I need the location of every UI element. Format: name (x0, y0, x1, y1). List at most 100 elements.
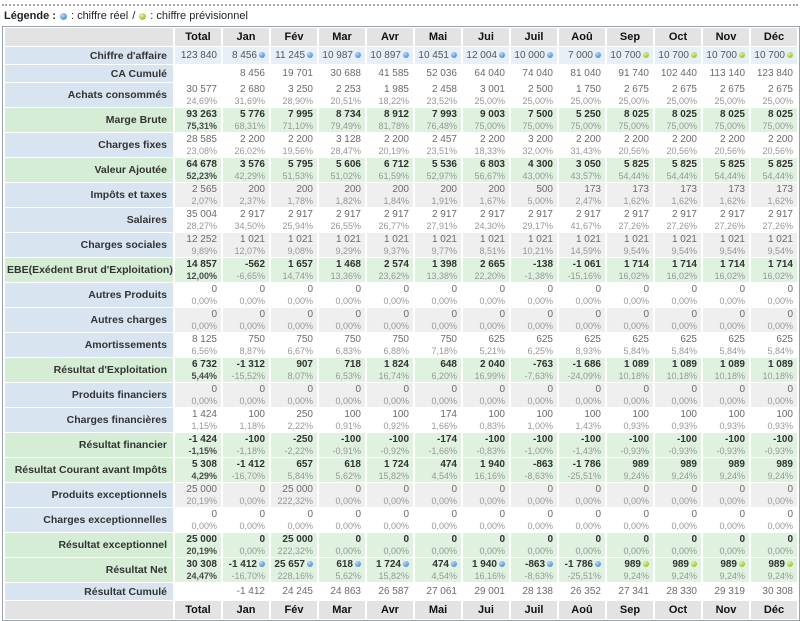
table-cell: 2 200 31,43% (559, 133, 605, 157)
cell-percent: 0,00% (479, 521, 505, 531)
cell-value: 1 021 (767, 234, 793, 245)
cell-percent: 0,00% (623, 521, 649, 531)
table-cell: 0 0,00% (703, 308, 749, 332)
cell-value: 123 840 (756, 67, 793, 79)
table-row: Résultat Net 30 308 24,47% -1 412 -16,70% 25 … (5, 558, 797, 582)
cell-percent: 0,00% (431, 396, 457, 406)
table-cell: 11 245 (271, 47, 317, 64)
cell-value: 100 (488, 409, 505, 420)
table-cell: 28 138 (511, 583, 557, 600)
table-cell: 1 940 16,16% (463, 458, 509, 482)
cell-value: 28 138 (522, 585, 553, 597)
table-cell: 74 040 (511, 65, 557, 82)
cell-value: 0 (547, 534, 553, 545)
cell-value: 10 700 (607, 50, 649, 62)
table-cell: 0 0,00% (655, 383, 701, 407)
cell-value: 250 (296, 409, 313, 420)
real-figure-dot-icon (259, 51, 265, 58)
cell-percent: 12,07% (234, 246, 265, 256)
cell-value: 7 995 (287, 109, 313, 120)
table-cell: 2 917 29,17% (511, 208, 557, 232)
table-cell: 2 917 27,26% (655, 208, 701, 232)
table-cell: 625 5,84% (703, 333, 749, 357)
table-cell: -100 -0,93% (655, 433, 701, 457)
cell-value: 1 021 (431, 234, 457, 245)
cell-value: 30 308 (762, 585, 793, 597)
cell-value: 0 (403, 534, 409, 545)
cell-value: 0 (787, 484, 793, 495)
table-cell: 0 0,00% (607, 383, 653, 407)
real-figure-dot-icon (355, 561, 361, 568)
cell-value: 11 245 (271, 50, 313, 62)
cell-value: 0 (739, 284, 745, 295)
cell-value: 7 000 (559, 50, 601, 62)
table-cell: 1 657 14,74% (271, 258, 317, 282)
cell-percent: 2,47% (575, 196, 601, 206)
table-cell: 1 724 15,82% (367, 558, 413, 582)
cell-value: 1 985 (383, 84, 409, 95)
cell-percent: 9,24% (623, 571, 649, 581)
cell-percent: 0,00% (719, 546, 745, 556)
table-cell: -1 412 -16,70% (223, 458, 269, 482)
table-row: Charges financières 1 424 1,15% 100 1,18% 250… (5, 408, 797, 432)
cell-percent: 0,00% (575, 321, 601, 331)
cell-value: -1 424 (188, 434, 217, 445)
column-header-row-bottom: Total Jan Fév Mar Avr Mai Jui Juil Aoû Sep Oct Nov D… (5, 601, 797, 619)
cell-value: 1 940 (463, 559, 505, 571)
table-cell: 0 0,00% (271, 383, 317, 407)
column-header-jan: Jan (223, 28, 269, 46)
table-cell: 1 021 9,54% (751, 233, 797, 257)
column-header-aoû: Aoû (559, 601, 605, 619)
column-header-fév: Fév (271, 601, 317, 619)
cell-percent: 25,00% (522, 96, 553, 106)
cell-value: 3 200 (527, 134, 553, 145)
table-cell: 200 1,67% (463, 183, 509, 207)
cell-percent: 6,67% (287, 346, 313, 356)
cell-value: 8 125 (191, 334, 217, 345)
table-cell: 0 0,00% (607, 533, 653, 557)
row-label: Résultat Courant avant Impôts (5, 458, 173, 482)
cell-percent: 79,49% (330, 121, 361, 131)
cell-value: 0 (739, 534, 745, 545)
table-cell: 0 0,00% (319, 283, 365, 307)
table-cell: 12 252 9,89% (175, 233, 221, 257)
table-cell: 5 795 51,53% (271, 158, 317, 182)
table-cell: 8 025 75,00% (751, 108, 797, 132)
table-cell: 0 0,00% (511, 283, 557, 307)
cell-value: -100 (244, 434, 265, 445)
table-cell: 123 840 (175, 47, 221, 64)
cell-percent: 81,78% (378, 121, 409, 131)
cell-value: 27 061 (426, 585, 457, 597)
cell-value: 0 (211, 509, 217, 520)
cell-percent: 7,18% (431, 346, 457, 356)
cell-value: 0 (595, 284, 601, 295)
cell-value: 200 (392, 184, 409, 195)
table-cell: 3 001 25,00% (463, 83, 509, 107)
cell-percent: 0,00% (527, 296, 553, 306)
cell-value: 14 857 (186, 259, 217, 270)
cell-percent: 0,00% (479, 296, 505, 306)
table-cell: 2 917 26,55% (319, 208, 365, 232)
cell-value: 0 (499, 384, 505, 395)
table-cell: 8 125 6,56% (175, 333, 221, 357)
cell-value: 1 089 (719, 359, 745, 370)
cell-percent: 228,16% (277, 571, 313, 581)
cell-percent: 1,18% (239, 421, 265, 431)
cell-percent: 1,62% (767, 196, 793, 206)
cell-value: 1 089 (767, 359, 793, 370)
cell-value: 1 021 (335, 234, 361, 245)
table-cell: 10 700 (655, 47, 701, 64)
table-cell: 0 0,00% (703, 533, 749, 557)
cell-percent: -1,66% (428, 446, 457, 456)
cell-percent: 4,54% (431, 471, 457, 481)
row-label: Charges exceptionnelles (5, 508, 173, 532)
table-cell: 1 021 9,54% (703, 233, 749, 257)
cell-value: 718 (344, 359, 361, 370)
table-cell: 0 0,00% (175, 383, 221, 407)
table-cell: 0 0,00% (655, 508, 701, 532)
cell-value: 2 200 (575, 134, 601, 145)
table-cell: 1 089 10,18% (655, 358, 701, 382)
cell-percent: 9,24% (671, 571, 697, 581)
cell-value: 989 (776, 459, 793, 470)
cell-value: 1 021 (527, 234, 553, 245)
